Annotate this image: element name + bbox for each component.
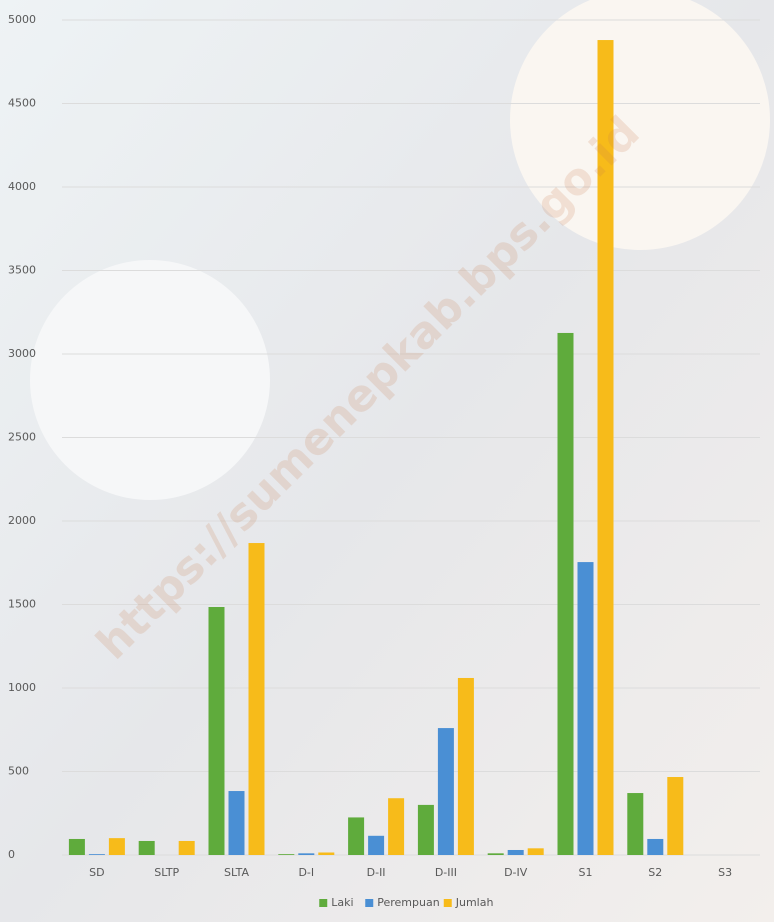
bar xyxy=(627,793,644,855)
bar xyxy=(417,804,434,855)
bar xyxy=(138,840,155,855)
decor xyxy=(30,260,270,500)
y-tick-label: 4000 xyxy=(8,180,36,193)
x-tick-label: S3 xyxy=(718,866,732,879)
x-tick-label: S1 xyxy=(579,866,593,879)
bar xyxy=(577,562,594,855)
y-tick-label: 3500 xyxy=(8,264,36,277)
bar xyxy=(278,854,295,855)
bar xyxy=(318,852,335,855)
bar xyxy=(667,777,684,855)
bar xyxy=(228,791,245,855)
x-tick-label: D-II xyxy=(367,866,386,879)
bar xyxy=(68,838,85,855)
y-tick-label: 2000 xyxy=(8,514,36,527)
legend-label: Laki xyxy=(331,896,353,909)
bar xyxy=(437,728,454,855)
bar xyxy=(368,835,385,855)
x-tick-label: D-I xyxy=(298,866,314,879)
bar xyxy=(457,677,474,855)
bar xyxy=(597,40,614,856)
bar xyxy=(647,838,664,855)
bar xyxy=(248,543,265,855)
y-tick-label: 5000 xyxy=(8,13,36,26)
x-tick-label: SLTA xyxy=(224,866,249,879)
x-tick-label: SLTP xyxy=(154,866,179,879)
legend-swatch xyxy=(443,899,452,907)
legend-swatch xyxy=(319,899,328,907)
bar xyxy=(487,853,504,855)
bar xyxy=(108,838,125,855)
y-tick-label: 2500 xyxy=(8,431,36,444)
bar xyxy=(298,853,315,855)
y-tick-label: 0 xyxy=(8,848,15,861)
bar xyxy=(557,332,574,855)
bar xyxy=(178,840,195,855)
y-tick-label: 1500 xyxy=(8,598,36,611)
y-tick-label: 4500 xyxy=(8,97,36,110)
x-tick-label: D-III xyxy=(435,866,457,879)
bar xyxy=(88,854,105,855)
legend-label: Perempuan xyxy=(377,896,439,909)
y-tick-label: 1000 xyxy=(8,681,36,694)
bar xyxy=(388,798,405,855)
x-tick-label: S2 xyxy=(648,866,662,879)
legend-swatch xyxy=(365,899,374,907)
bar xyxy=(527,848,544,855)
x-tick-label: SD xyxy=(89,866,104,879)
y-tick-label: 3000 xyxy=(8,347,36,360)
x-tick-label: D-IV xyxy=(504,866,528,879)
y-tick-label: 500 xyxy=(8,765,29,778)
bar xyxy=(348,817,365,855)
bar xyxy=(208,607,225,855)
bar xyxy=(507,849,524,855)
legend-label: Jumlah xyxy=(455,896,494,909)
